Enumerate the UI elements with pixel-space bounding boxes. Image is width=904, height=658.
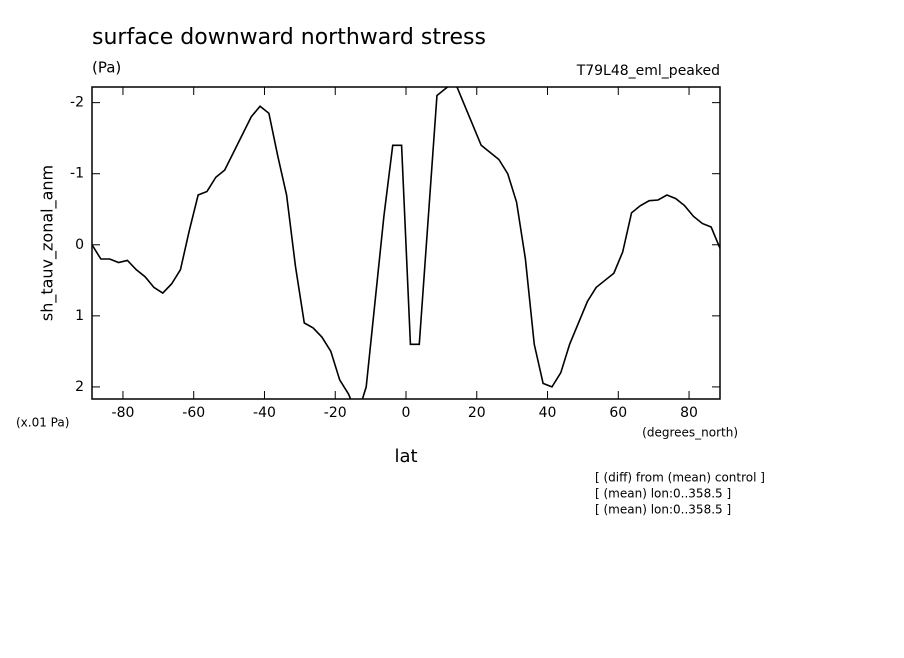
y-axis-label: sh_tauv_zonal_anm [38,165,58,321]
x-tick-label: 20 [468,405,486,421]
x-unit: (degrees_north) [642,426,738,440]
chart-title: surface downward northward stress [92,25,486,50]
x-tick-label: -80 [112,405,135,421]
y-tick-label: 2 [75,379,84,395]
x-axis-label: lat [394,446,417,467]
chart-subtitle: (Pa) [92,59,121,77]
x-tick-label: -20 [324,405,347,421]
x-tick-label: 0 [402,405,411,421]
y-tick-label: -1 [70,166,84,182]
data-line [92,87,720,399]
x-tick-label: 60 [609,405,627,421]
x-tick-label: 40 [539,405,557,421]
note: [ (diff) from (mean) control ] [595,471,765,485]
y-unit: (x.01 Pa) [16,416,69,430]
x-tick-label: -60 [182,405,205,421]
x-tick-label: 80 [680,405,698,421]
note: [ (mean) lon:0..358.5 ] [595,487,731,501]
y-tick-label: 0 [75,237,84,253]
x-tick-label: -40 [253,405,276,421]
y-tick-label: 1 [75,308,84,324]
experiment-label: T79L48_eml_peaked [576,63,720,79]
y-tick-label: -2 [70,95,84,111]
note: [ (mean) lon:0..358.5 ] [595,503,731,517]
